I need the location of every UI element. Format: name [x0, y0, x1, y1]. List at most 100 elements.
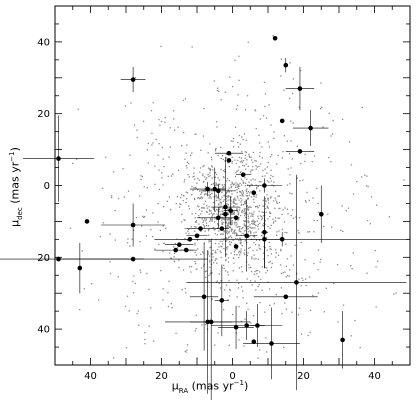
- field-star: [211, 298, 213, 300]
- field-star: [186, 161, 188, 163]
- field-star: [134, 282, 136, 285]
- field-star: [252, 151, 254, 154]
- field-star: [124, 305, 127, 308]
- field-star: [304, 200, 307, 202]
- field-star: [242, 195, 244, 197]
- field-star: [241, 150, 243, 153]
- field-star: [208, 176, 210, 178]
- field-star: [217, 177, 219, 179]
- field-star: [242, 226, 244, 229]
- data-point: [319, 211, 324, 217]
- field-star: [136, 313, 138, 315]
- field-star: [204, 225, 206, 227]
- field-star: [283, 89, 285, 91]
- field-star: [250, 215, 252, 217]
- field-star: [227, 208, 229, 210]
- field-star: [258, 284, 260, 286]
- field-star: [238, 199, 240, 201]
- field-star: [240, 239, 242, 241]
- field-star: [253, 195, 256, 197]
- field-star: [348, 141, 351, 143]
- field-star: [296, 145, 298, 147]
- field-star: [216, 249, 219, 251]
- field-star: [213, 229, 215, 231]
- field-star: [276, 231, 278, 233]
- field-star: [230, 140, 232, 142]
- field-star: [241, 190, 244, 192]
- field-star: [369, 223, 371, 225]
- field-star: [271, 184, 273, 186]
- field-star: [245, 195, 247, 197]
- field-star: [233, 233, 235, 235]
- field-star: [238, 229, 240, 231]
- field-star: [184, 98, 187, 100]
- field-star: [254, 280, 256, 282]
- field-star: [203, 252, 205, 254]
- field-star: [247, 41, 249, 43]
- field-star: [356, 181, 358, 183]
- data-point: [255, 323, 260, 328]
- field-star: [272, 175, 274, 178]
- field-star: [395, 292, 397, 294]
- field-star: [159, 229, 161, 232]
- field-star: [227, 222, 229, 225]
- field-star: [238, 185, 240, 187]
- field-star: [238, 166, 240, 168]
- field-star: [243, 223, 245, 225]
- field-star: [258, 271, 261, 273]
- field-star: [182, 200, 184, 202]
- field-star: [247, 198, 249, 200]
- field-star: [299, 180, 301, 182]
- field-star: [221, 219, 223, 221]
- field-star: [214, 218, 216, 220]
- field-star: [194, 263, 197, 265]
- field-star: [228, 219, 230, 221]
- field-star: [220, 203, 222, 205]
- field-star: [240, 231, 242, 233]
- field-star: [194, 230, 196, 232]
- field-star: [239, 237, 241, 239]
- field-star: [298, 106, 300, 108]
- field-star: [158, 118, 160, 121]
- field-star: [247, 215, 250, 217]
- field-star: [270, 124, 272, 126]
- field-star: [269, 215, 271, 218]
- field-star: [366, 272, 368, 274]
- field-star: [235, 171, 237, 174]
- field-star: [239, 226, 241, 228]
- field-star: [237, 214, 240, 216]
- field-star: [267, 218, 269, 220]
- field-star: [208, 228, 210, 230]
- field-star: [264, 311, 266, 313]
- data-point: [130, 222, 136, 228]
- field-star: [241, 228, 243, 230]
- field-star: [215, 258, 217, 260]
- field-star: [259, 349, 261, 351]
- field-star: [352, 252, 354, 254]
- field-star: [234, 197, 236, 199]
- field-star: [233, 210, 235, 213]
- field-star: [318, 211, 320, 213]
- field-star: [365, 185, 368, 187]
- field-star: [283, 346, 285, 348]
- field-star: [249, 224, 251, 226]
- field-star: [225, 253, 227, 255]
- field-star: [268, 181, 270, 183]
- field-star: [235, 199, 237, 201]
- field-star: [244, 182, 247, 184]
- field-star: [109, 261, 111, 263]
- data-point: [219, 226, 225, 231]
- field-star: [275, 234, 278, 236]
- data-point: [184, 247, 189, 253]
- field-star: [194, 244, 196, 246]
- field-star: [219, 215, 221, 217]
- field-star: [220, 198, 222, 201]
- field-star: [242, 160, 245, 162]
- field-star: [255, 168, 257, 170]
- field-star: [374, 250, 377, 252]
- field-star: [231, 213, 233, 215]
- field-star: [77, 108, 79, 110]
- field-star: [271, 262, 273, 265]
- field-star: [221, 216, 223, 218]
- field-star: [236, 203, 238, 205]
